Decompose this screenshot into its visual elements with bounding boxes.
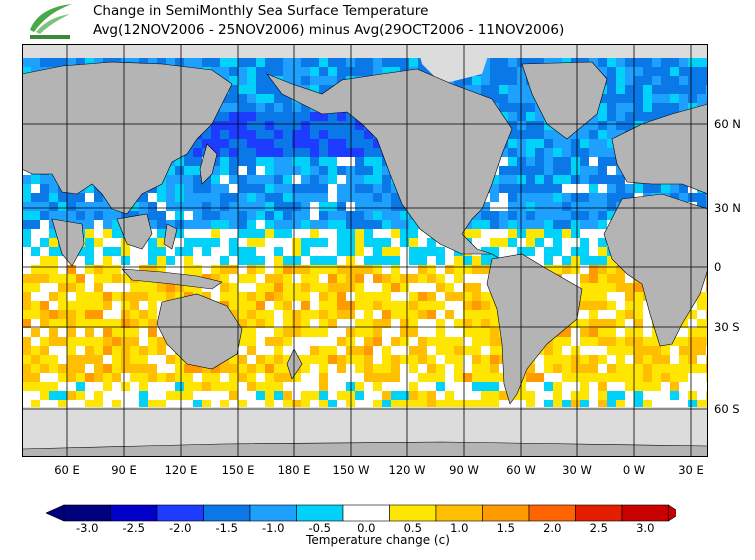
- y-label-60s: 60 S: [714, 402, 740, 416]
- land-europe: [611, 103, 708, 195]
- colorbar-tick-label: 0.0: [357, 521, 376, 535]
- x-label-180e: 180 E: [277, 463, 311, 477]
- colorbar-title: Temperature change (c): [306, 533, 450, 547]
- land-philippines: [163, 223, 178, 250]
- x-label-120w: 120 W: [388, 463, 426, 477]
- x-label-90w: 90 W: [449, 463, 479, 477]
- colorbar-tick-label: -1.5: [215, 521, 238, 535]
- colorbar-arrow-low: [46, 504, 65, 522]
- colorbar-swatch: [482, 504, 530, 522]
- colorbar-swatch: [342, 504, 390, 522]
- colorbar-tick-label: 1.0: [450, 521, 469, 535]
- colorbar-tick-label: -2.0: [169, 521, 192, 535]
- land-eurasia: [22, 61, 233, 215]
- land-australia: [156, 293, 243, 370]
- map-subtitle: Avg(12NOV2006 - 25NOV2006) minus Avg(29O…: [93, 22, 565, 38]
- hko-logo-icon: [30, 4, 72, 39]
- x-label-60e: 60 E: [54, 463, 80, 477]
- colorbar-swatch: [63, 504, 111, 522]
- colorbar-swatch: [528, 504, 576, 522]
- y-label-60n: 60 N: [714, 117, 741, 131]
- colorbar-swatch: [575, 504, 623, 522]
- x-label-150w: 150 W: [332, 463, 370, 477]
- colorbar-tick-label: -0.5: [308, 521, 331, 535]
- y-label-30n: 30 N: [714, 201, 741, 215]
- land-south-america: [486, 253, 583, 405]
- colorbar-tick-label: 1.5: [496, 521, 515, 535]
- lat-lon-grid: [22, 44, 708, 457]
- x-label-30w: 30 W: [562, 463, 592, 477]
- colorbar-arrow-high: [668, 504, 676, 522]
- colorbar-swatch: [435, 504, 483, 522]
- y-label-0: 0: [714, 260, 722, 274]
- colorbar-tick-label: -2.5: [122, 521, 145, 535]
- colorbar-swatch: [110, 504, 158, 522]
- x-label-30e: 30 E: [678, 463, 704, 477]
- colorbar: [46, 504, 676, 522]
- land-north-america: [266, 68, 513, 260]
- land-southeast-asia: [116, 213, 153, 250]
- x-label-120e: 120 E: [164, 463, 198, 477]
- colorbar-tick-label: 2.0: [543, 521, 562, 535]
- land-greenland: [521, 61, 608, 140]
- colorbar-swatch: [296, 504, 344, 522]
- land-new-zealand: [286, 348, 303, 380]
- x-label-0w: 0 W: [622, 463, 646, 477]
- colorbar-swatch: [389, 504, 437, 522]
- colorbar-tick-label: -3.0: [76, 521, 99, 535]
- colorbar-swatch: [156, 504, 204, 522]
- colorbar-tick-label: 3.0: [636, 521, 655, 535]
- land-india: [51, 218, 85, 267]
- colorbar-tick-label: 2.5: [589, 521, 608, 535]
- colorbar-tick-label: 0.5: [403, 521, 422, 535]
- colorbar-swatch: [621, 504, 669, 522]
- colorbar-tick-label: -1.0: [262, 521, 285, 535]
- map-frame: [22, 44, 708, 457]
- x-label-90e: 90 E: [111, 463, 137, 477]
- colorbar-swatch: [203, 504, 251, 522]
- land-indonesia: [121, 268, 223, 290]
- y-label-30s: 30 S: [714, 320, 740, 334]
- land-japan: [199, 143, 218, 185]
- x-label-60w: 60 W: [506, 463, 536, 477]
- x-label-150e: 150 E: [221, 463, 255, 477]
- map-title: Change in SemiMonthly Sea Surface Temper…: [93, 3, 429, 19]
- land-antarctica: [22, 441, 708, 457]
- sst-change-map: [22, 44, 708, 457]
- landmasses: [22, 61, 708, 457]
- land-africa: [603, 193, 708, 347]
- colorbar-swatch: [249, 504, 297, 522]
